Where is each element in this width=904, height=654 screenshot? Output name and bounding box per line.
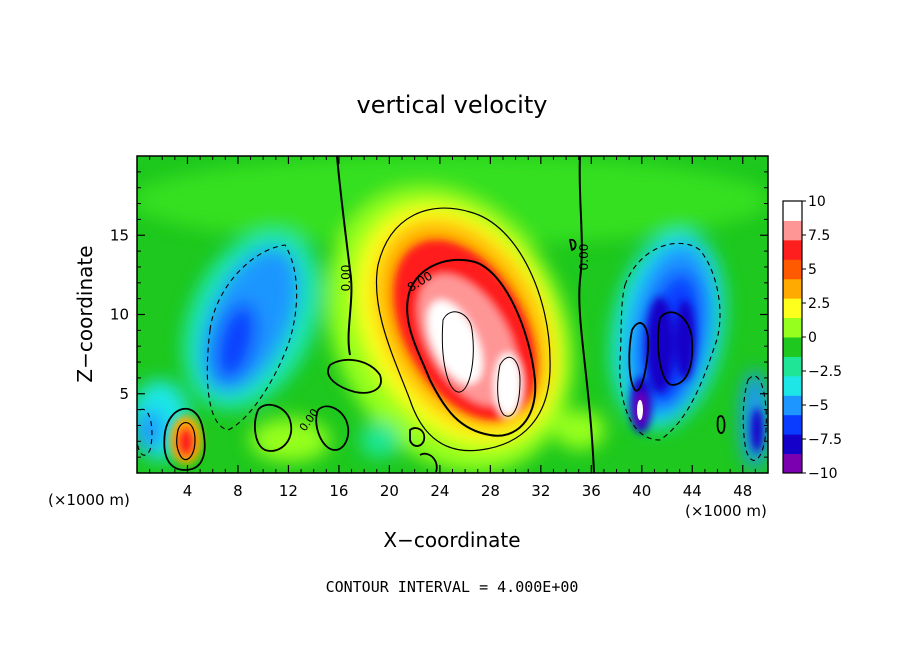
chart-title: vertical velocity (357, 91, 548, 119)
y-axis: 5 10 15 (110, 171, 768, 458)
field-region (494, 353, 522, 417)
contour-inner (497, 356, 521, 417)
colorbar-swatch (783, 239, 802, 260)
contour-zero (716, 415, 726, 434)
x-unit-left: (×1000 m) (48, 491, 130, 509)
colorbar-swatch (783, 414, 802, 435)
field-region (250, 418, 330, 462)
colorbar-tick-label: −2.5 (808, 364, 842, 380)
colorbar-tick-label: 5 (808, 262, 817, 278)
contour-lines (137, 156, 767, 473)
contour-dashed (206, 244, 298, 431)
contour-zero (628, 322, 650, 392)
field-region (675, 300, 695, 380)
x-tick-label: 32 (531, 482, 550, 500)
colorbar-swatch (783, 220, 802, 241)
contour-zero (568, 238, 577, 252)
contour-zero (578, 156, 595, 473)
x-tick-label: 48 (733, 482, 752, 500)
field-region (215, 303, 257, 381)
contour-zero (163, 407, 206, 471)
contour-dashed (742, 375, 767, 461)
x-tick-label: 16 (329, 482, 348, 500)
colorbar: 10 7.5 5 2.5 0 −2.5 −5 −7.5 −10 (782, 194, 842, 482)
field-region (137, 410, 164, 450)
colorbar-swatch (783, 375, 802, 396)
field-region (177, 427, 195, 457)
contour-label: 0.00 (339, 265, 353, 292)
y-axis-label: Z−coordinate (73, 245, 97, 382)
x-tick-label: 4 (183, 482, 193, 500)
colorbar-swatch (783, 453, 802, 474)
colorbar-tick-label: −7.5 (808, 432, 842, 448)
colorbar-swatch (783, 434, 802, 455)
y-tick-label: 15 (110, 226, 129, 244)
contour-eight (406, 258, 537, 437)
colorbar-swatch (783, 356, 802, 377)
contour-zero (336, 156, 353, 356)
contour-zero (419, 452, 438, 473)
contour-label: 0.00 (577, 244, 591, 271)
x-unit-right: (×1000 m) (685, 502, 767, 520)
contour-dashed (619, 242, 721, 441)
colorbar-swatch (783, 298, 802, 319)
colorbar-swatch (783, 259, 802, 280)
field-region (555, 410, 605, 450)
contour-zero (409, 427, 426, 447)
contour-zero (254, 403, 293, 452)
x-tick-label: 20 (380, 482, 399, 500)
colorbar-tick-label: 0 (808, 330, 817, 346)
contour-zero (375, 207, 551, 452)
contour-inner (441, 311, 474, 393)
colorbar-tick-label: −10 (808, 466, 838, 482)
colorbar-swatch (783, 317, 802, 338)
colorbar-swatch (783, 337, 802, 357)
colorbar-tick-label: 7.5 (808, 228, 830, 244)
colorbar-swatch (783, 278, 802, 299)
x-tick-label: 36 (582, 482, 601, 500)
colorbar-tick-label: −5 (808, 398, 829, 414)
x-tick-label: 40 (632, 482, 651, 500)
contour-zero (315, 405, 350, 451)
contour-zero (327, 358, 382, 394)
x-axis-label: X−coordinate (383, 528, 520, 552)
x-tick-label: 28 (481, 482, 500, 500)
contour-interval-note: CONTOUR INTERVAL = 4.000E+00 (326, 578, 579, 596)
colorbar-swatch (783, 201, 802, 221)
field-region (751, 408, 763, 452)
x-axis: 4 8 12 16 20 24 28 32 36 40 44 48 (149, 156, 756, 500)
colorbar-swatch (783, 395, 802, 416)
y-tick-label: 5 (119, 385, 129, 403)
x-tick-label: 12 (279, 482, 298, 500)
colorbar-tick-label: 2.5 (808, 296, 830, 312)
colorbar-tick-label: 10 (808, 194, 826, 210)
y-tick-label: 10 (110, 306, 129, 324)
x-tick-label: 24 (430, 482, 449, 500)
contour-inner (176, 422, 196, 461)
field-region (360, 422, 400, 458)
x-tick-label: 8 (233, 482, 243, 500)
contour-zero (657, 311, 694, 386)
field-region (646, 297, 674, 393)
x-tick-label: 44 (683, 482, 702, 500)
field-region (427, 300, 483, 384)
field-region (637, 400, 643, 420)
contour-dashed (137, 408, 153, 456)
plot-area: 0.00 8.00 0.00 0.00 (137, 156, 768, 473)
field-cores (170, 239, 763, 464)
